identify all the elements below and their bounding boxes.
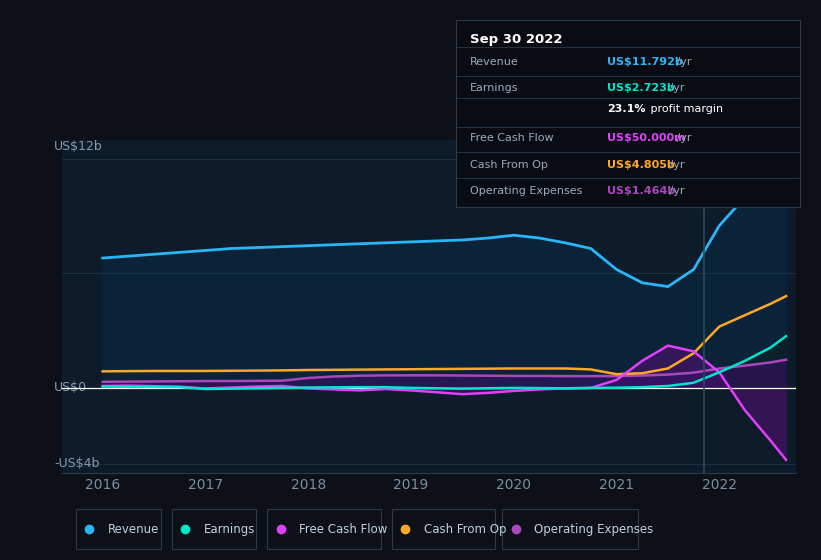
Text: US$11.792b: US$11.792b	[608, 57, 683, 67]
Text: Earnings: Earnings	[470, 83, 519, 93]
Text: -US$4b: -US$4b	[54, 457, 99, 470]
Text: /yr: /yr	[672, 57, 691, 67]
Text: Free Cash Flow: Free Cash Flow	[299, 522, 388, 536]
Text: /yr: /yr	[666, 186, 685, 196]
Text: Cash From Op: Cash From Op	[424, 522, 507, 536]
Text: US$2.723b: US$2.723b	[608, 83, 675, 93]
Text: Operating Expenses: Operating Expenses	[470, 186, 583, 196]
Text: Earnings: Earnings	[204, 522, 255, 536]
Text: US$0: US$0	[54, 381, 87, 394]
Text: /yr: /yr	[666, 83, 685, 93]
Text: /yr: /yr	[666, 160, 685, 170]
Text: Cash From Op: Cash From Op	[470, 160, 548, 170]
Text: Operating Expenses: Operating Expenses	[534, 522, 654, 536]
Text: Free Cash Flow: Free Cash Flow	[470, 133, 554, 143]
Text: Revenue: Revenue	[108, 522, 159, 536]
Text: profit margin: profit margin	[647, 104, 723, 114]
Text: US$50.000m: US$50.000m	[608, 133, 686, 143]
Text: Sep 30 2022: Sep 30 2022	[470, 32, 562, 46]
Text: US$12b: US$12b	[54, 140, 103, 153]
Text: /yr: /yr	[672, 133, 691, 143]
Text: US$4.805b: US$4.805b	[608, 160, 675, 170]
Text: Revenue: Revenue	[470, 57, 519, 67]
Text: 23.1%: 23.1%	[608, 104, 646, 114]
Text: US$1.464b: US$1.464b	[608, 186, 676, 196]
